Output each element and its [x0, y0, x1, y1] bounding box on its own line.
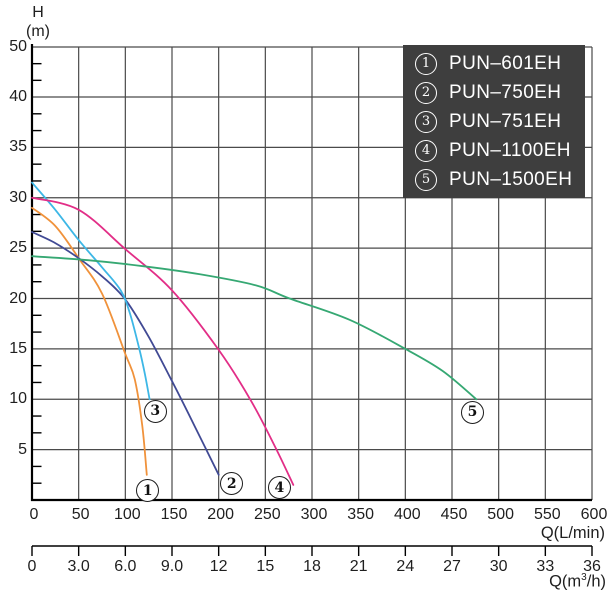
x-tick-label: 150: [160, 506, 188, 523]
legend-item-pun-751eh: 3 PUN–751EH: [415, 110, 585, 133]
x-tick-label: 350: [347, 506, 374, 523]
x-tick-label: 300: [300, 506, 328, 523]
x2-tick-label: 24: [396, 558, 415, 575]
legend-item-pun-1100eh: 4 PUN–1100EH: [415, 139, 585, 162]
legend-item-pun-1500eh: 5 PUN–1500EH: [415, 168, 585, 191]
x-tick-label: 550: [533, 506, 561, 523]
y-tick-label: 20: [9, 289, 27, 307]
legend-circled-number-2: 2: [415, 81, 437, 104]
x-tick-label: 200: [207, 506, 234, 523]
x-tick-label: 0: [29, 506, 39, 523]
legend-circled-number-5: 5: [415, 168, 437, 191]
curve-marker-1: 1: [136, 479, 160, 503]
curve-marker-3: 3: [143, 399, 167, 423]
x-tick-label: 100: [113, 506, 141, 523]
x-tick-label: 450: [440, 506, 468, 523]
x2-tick-label: 21: [349, 558, 368, 575]
y-tick-label: 30: [9, 188, 27, 206]
curve-pun-1100eh: [31, 196, 295, 486]
legend-item-pun-750eh: 2 PUN–750EH: [415, 81, 585, 104]
curve-pun-601eh: [31, 206, 148, 476]
legend: 1 PUN–601EH 2 PUN–750EH 3 PUN–751EH 4 PU…: [403, 45, 585, 198]
x2-tick-label: 3.0: [67, 558, 90, 575]
y-tick-label: 50: [9, 38, 27, 55]
x2-tick-label: 6.0: [114, 558, 137, 575]
x2-tick-label: 15: [256, 558, 275, 575]
x2-tick-label: 0: [27, 558, 37, 575]
legend-circled-number-1: 1: [415, 52, 437, 75]
y-tick-label: 25: [9, 239, 27, 257]
x2-axis-title: Q(m3/h): [549, 572, 606, 591]
x2-tick-label: 33: [536, 558, 555, 575]
x2-tick-label: 27: [443, 558, 461, 575]
x-tick-label: 400: [393, 506, 421, 523]
curve-marker-4: 4: [267, 476, 291, 500]
x2-tick-label: 36: [583, 558, 601, 575]
legend-label: PUN–601EH: [449, 52, 562, 74]
x-tick-label: 50: [71, 506, 90, 523]
curve-pun-1500eh: [31, 255, 478, 401]
y-tick-label: 35: [9, 138, 27, 156]
x2-tick-label: 30: [489, 558, 508, 575]
legend-label: PUN–1100EH: [449, 139, 571, 161]
legend-circled-number-3: 3: [415, 110, 437, 133]
y-axis-symbol: H: [32, 4, 44, 21]
curve-pun-751eh: [31, 181, 151, 401]
x2-tick-label: 12: [209, 558, 228, 575]
x-tick-label: 250: [253, 506, 281, 523]
legend-label: PUN–751EH: [449, 110, 562, 132]
legend-label: PUN–750EH: [449, 81, 562, 103]
y-axis-title: H (m): [12, 3, 64, 41]
y-tick-label: 5: [18, 440, 27, 458]
x-tick-label: 500: [487, 506, 514, 523]
y-tick-label: 10: [9, 390, 27, 408]
x2-tick-label: 18: [303, 558, 321, 575]
y-tick-label: 40: [9, 88, 27, 105]
curve-marker-2: 2: [220, 472, 244, 496]
legend-label: PUN–1500EH: [449, 168, 573, 190]
x-tick-label: 600: [580, 506, 608, 523]
y-tick-label: 15: [9, 339, 27, 357]
x-axis-title: Q(L/min): [540, 524, 605, 542]
legend-item-pun-601eh: 1 PUN–601EH: [415, 52, 585, 75]
legend-circled-number-4: 4: [415, 139, 437, 162]
y-axis-unit: (m): [26, 23, 50, 40]
x2-tick-label: 9.0: [160, 558, 184, 575]
curve-marker-5: 5: [461, 400, 485, 424]
